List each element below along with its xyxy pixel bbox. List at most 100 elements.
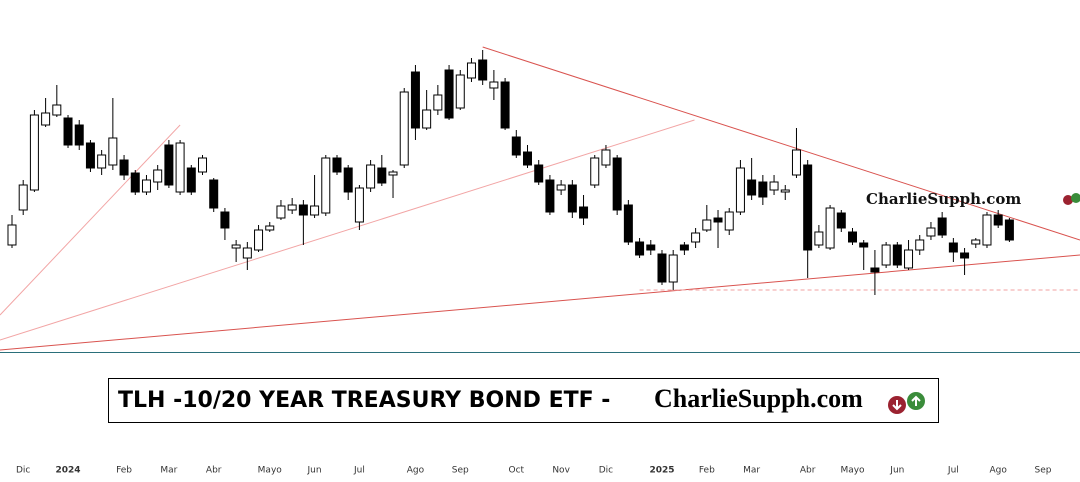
candle-body (915, 239, 925, 251)
x-tick-label: 2024 (55, 466, 80, 476)
x-tick-label: Mar (743, 466, 760, 476)
candle-body (209, 179, 219, 209)
candle-body (1004, 219, 1014, 241)
candle-body (870, 267, 880, 273)
candle-body (366, 164, 376, 189)
candle-body (18, 184, 28, 211)
x-tick-label: Jul (353, 466, 365, 476)
candle-body (971, 239, 981, 245)
trendline (0, 124, 181, 316)
candle-body (175, 142, 185, 193)
candle-body (601, 149, 611, 166)
icon-up (1071, 193, 1080, 203)
candle-body (747, 179, 757, 196)
candle-body (668, 254, 678, 283)
candle-body (511, 136, 521, 156)
chart-title: TLH -10/20 YEAR TREASURY BOND ETF - (118, 388, 610, 413)
x-tick-label: Jun (889, 466, 904, 476)
candle-body (63, 117, 73, 146)
candle-body (657, 253, 667, 283)
x-tick-label: Ago (989, 466, 1007, 476)
candle-body (623, 204, 633, 243)
candle-body (108, 137, 118, 166)
candle-body (769, 181, 779, 191)
candle-body (960, 252, 970, 259)
candle-body (780, 189, 790, 193)
candle-body (466, 62, 476, 79)
candle-body (444, 69, 454, 119)
candle-body (97, 154, 107, 169)
candle-body (612, 157, 622, 211)
candle-body (489, 81, 499, 89)
title-brand: CharlieSupph.com (654, 384, 863, 413)
candle-body (679, 244, 689, 251)
candle-body (982, 214, 992, 246)
candle-body (433, 94, 443, 111)
candle-body (713, 217, 723, 223)
candle-body (904, 249, 914, 269)
candle-body (130, 172, 140, 193)
candle-body (791, 149, 801, 176)
candle-body (276, 205, 286, 219)
x-tick-label: Feb (116, 466, 132, 476)
x-tick-label: Dic (16, 466, 30, 476)
candle-body (859, 242, 869, 248)
plot-area (0, 46, 1080, 351)
candle-body (478, 59, 488, 81)
x-tick-label: 2025 (649, 466, 674, 476)
x-tick-label: Jun (307, 466, 322, 476)
candle-body (298, 204, 308, 216)
candle-body (254, 229, 264, 251)
candle-body (523, 151, 533, 166)
candle-body (948, 242, 958, 253)
x-tick-label: Mar (160, 466, 177, 476)
arrow-down (892, 400, 902, 411)
candle-body (881, 244, 891, 266)
x-tick-label: Oct (509, 466, 525, 476)
candle-body (265, 225, 275, 231)
candle-body (735, 167, 745, 213)
candle-body (892, 244, 902, 266)
x-tick-label: Sep (452, 466, 469, 476)
candle-body (310, 205, 320, 216)
candle-body (153, 169, 163, 183)
candle-body (579, 206, 589, 219)
candle-body (399, 91, 409, 166)
x-tick-label: Ago (407, 466, 425, 476)
candle-body (848, 231, 858, 243)
candle-body (724, 211, 734, 231)
watermark-text: CharlieSupph.com (866, 190, 1021, 208)
x-tick-label: Jul (947, 466, 959, 476)
trendline (0, 254, 1080, 351)
icon-down (1063, 195, 1073, 205)
candle-body (141, 179, 151, 193)
watermark: CharlieSupph.com (866, 190, 1080, 208)
trendline (482, 46, 1080, 241)
candle-body (321, 157, 331, 214)
candle-body (702, 219, 712, 231)
candle-body (242, 247, 252, 259)
candle-body (556, 184, 566, 191)
candle-body (758, 181, 768, 198)
candle-body (220, 211, 230, 229)
candle-body (74, 124, 84, 146)
candle-body (332, 157, 342, 173)
candle-body (567, 184, 577, 213)
candle-body (422, 109, 432, 129)
candle-body (635, 241, 645, 256)
candle-body (814, 231, 824, 246)
x-tick-label: Mayo (840, 466, 865, 476)
x-tick-label: Nov (552, 466, 570, 476)
x-tick-label: Abr (206, 466, 222, 476)
candle-body (455, 74, 465, 109)
candle-body (937, 217, 947, 236)
candle-body (590, 157, 600, 186)
x-tick-label: Feb (699, 466, 715, 476)
candle-body (377, 167, 387, 184)
x-tick-label: Abr (800, 466, 816, 476)
candle-body (646, 244, 656, 251)
candle-body (119, 159, 129, 176)
trendline (0, 119, 695, 341)
x-tick-label: Dic (599, 466, 613, 476)
